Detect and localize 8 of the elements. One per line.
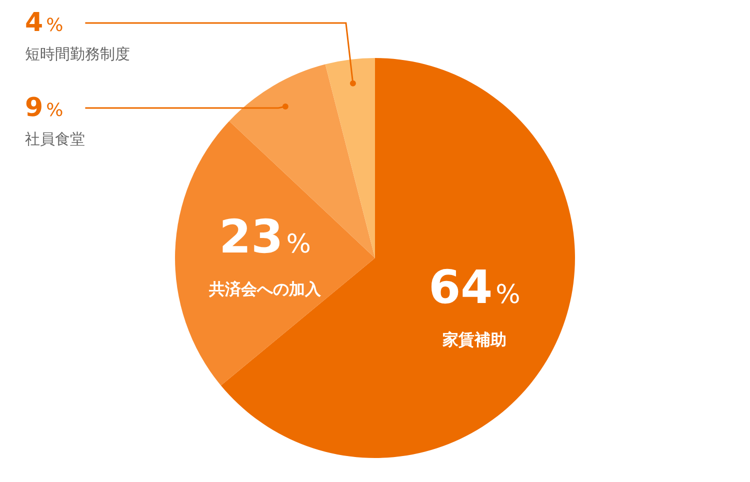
data-label: 64% xyxy=(428,260,520,314)
data-label: 4% xyxy=(25,8,64,38)
data-label: 23% xyxy=(219,210,311,264)
slice-label: 社員食堂 xyxy=(25,130,85,148)
slice-label: 短時間勤務制度 xyxy=(25,45,130,63)
slice-label: 共済会への加入 xyxy=(208,280,322,299)
data-label: 9% xyxy=(25,93,64,123)
slice-label: 家賃補助 xyxy=(442,330,507,349)
